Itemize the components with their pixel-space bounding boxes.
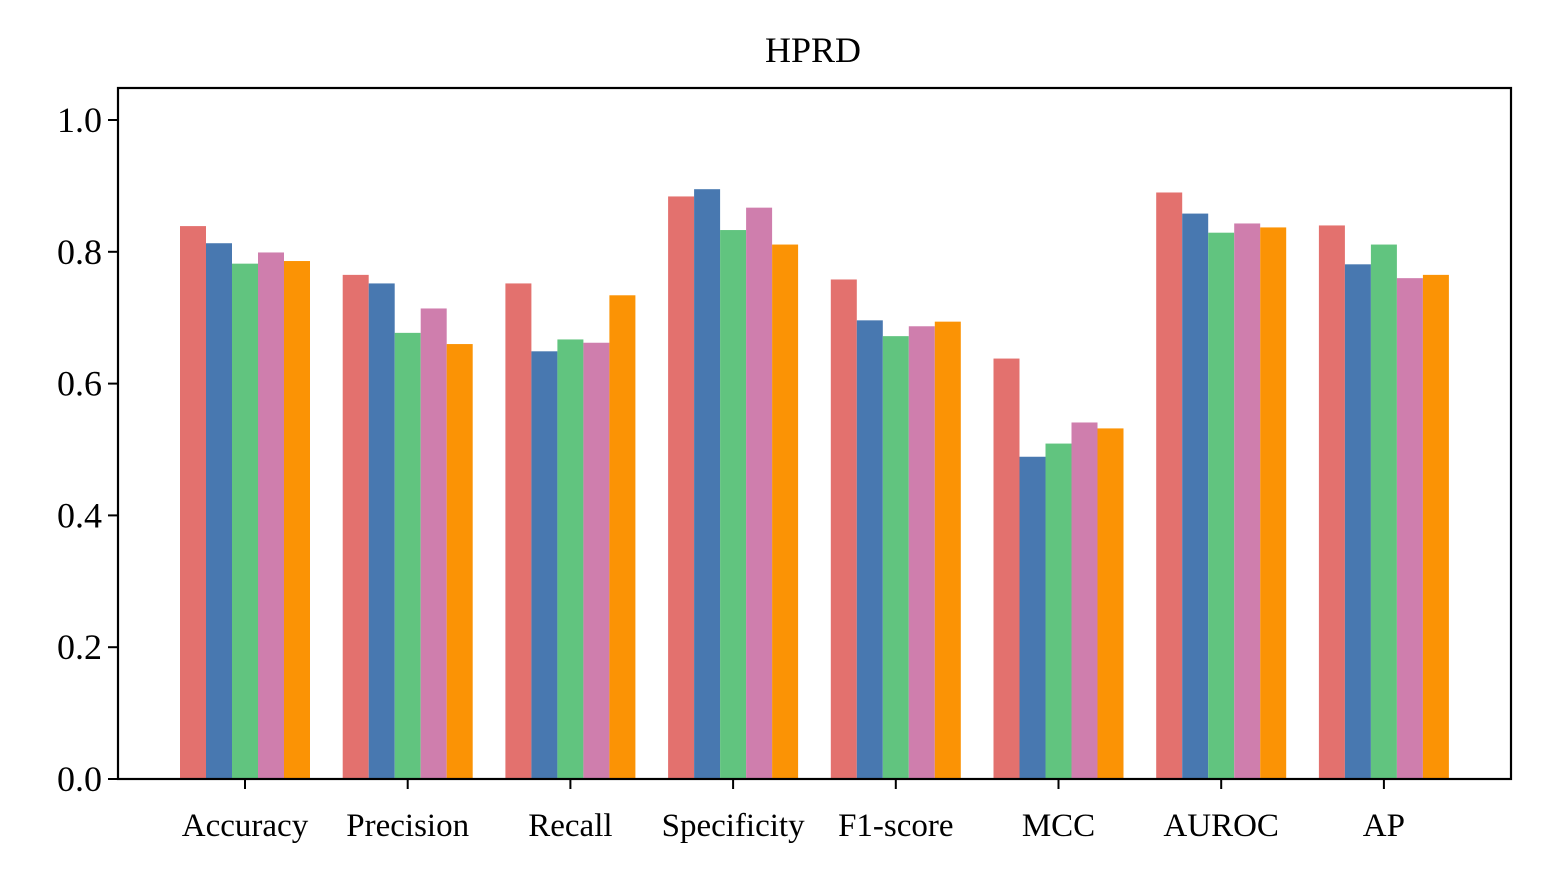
bar-precision-4 xyxy=(420,308,447,779)
chart-title: HPRD xyxy=(765,30,861,70)
bar-precision-3 xyxy=(394,332,421,779)
bar-auroc-2 xyxy=(1182,213,1209,779)
bar-mcc-2 xyxy=(1019,456,1046,779)
y-tick-label: 0.8 xyxy=(57,232,102,272)
bars xyxy=(180,189,1449,780)
bar-ap-1 xyxy=(1318,225,1345,779)
bar-ap-4 xyxy=(1396,278,1423,779)
bar-accuracy-2 xyxy=(206,243,232,780)
bar-f1-score-2 xyxy=(856,320,883,779)
x-tick-label: AP xyxy=(1363,808,1405,844)
bar-f1-score-5 xyxy=(934,321,961,779)
y-tick-label: 0.0 xyxy=(57,759,102,799)
bar-specificity-1 xyxy=(668,196,695,779)
bar-specificity-3 xyxy=(720,230,747,780)
bar-mcc-1 xyxy=(993,358,1020,779)
x-tick-label: Recall xyxy=(528,808,612,844)
bar-auroc-5 xyxy=(1260,227,1287,780)
bar-f1-score-3 xyxy=(882,336,909,779)
y-tick-label: 0.6 xyxy=(57,364,102,404)
bar-precision-2 xyxy=(368,283,395,779)
bar-auroc-3 xyxy=(1208,232,1235,779)
bar-ap-3 xyxy=(1370,244,1397,780)
bar-recall-2 xyxy=(531,351,558,779)
bar-mcc-4 xyxy=(1071,422,1098,779)
bar-recall-4 xyxy=(583,342,610,779)
x-tick-label: Accuracy xyxy=(182,808,309,844)
y-tick-label: 0.2 xyxy=(57,627,102,667)
bar-ap-5 xyxy=(1422,274,1449,779)
bar-recall-1 xyxy=(505,283,532,779)
bar-accuracy-3 xyxy=(232,263,258,779)
y-tick-label: 1.0 xyxy=(57,100,102,140)
bar-recall-5 xyxy=(609,295,636,779)
x-tick-label: Precision xyxy=(346,808,469,844)
x-tick-label: Specificity xyxy=(662,808,805,844)
bar-precision-1 xyxy=(342,274,369,779)
bar-specificity-2 xyxy=(694,189,721,779)
bar-mcc-3 xyxy=(1045,443,1072,779)
bar-accuracy-1 xyxy=(180,226,206,780)
bar-specificity-5 xyxy=(772,244,799,780)
bar-accuracy-4 xyxy=(258,252,284,779)
bar-ap-2 xyxy=(1344,264,1371,779)
bar-auroc-4 xyxy=(1234,223,1261,779)
x-tick-label: F1-score xyxy=(838,808,953,844)
y-tick-label: 0.4 xyxy=(57,495,102,535)
bar-f1-score-1 xyxy=(830,279,857,779)
bar-recall-3 xyxy=(557,339,584,779)
bar-specificity-4 xyxy=(746,207,773,779)
y-axis: 0.0 0.2 0.4 0.6 0.8 1.0 xyxy=(57,100,118,799)
bar-f1-score-4 xyxy=(908,326,935,779)
x-axis: Accuracy Precision Recall Specificity F1-sco… xyxy=(182,779,1405,844)
bar-auroc-1 xyxy=(1156,192,1183,780)
plot-frame xyxy=(116,86,1513,781)
x-tick-label: AUROC xyxy=(1163,808,1279,844)
bar-precision-5 xyxy=(446,344,473,779)
bar-accuracy-5 xyxy=(284,261,310,779)
bar-mcc-5 xyxy=(1097,428,1124,779)
x-tick-label: MCC xyxy=(1022,808,1095,844)
